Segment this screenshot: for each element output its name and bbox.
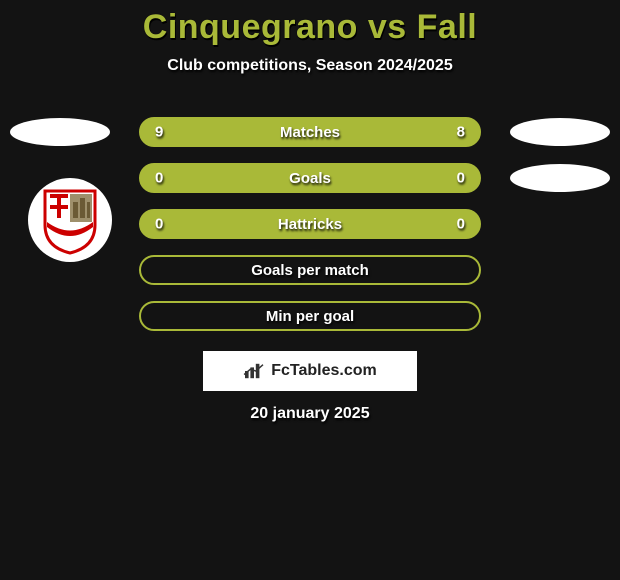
stat-label: Goals — [289, 170, 331, 187]
stat-bar: Min per goal — [139, 301, 481, 331]
brand-text: FcTables.com — [271, 362, 377, 380]
stat-value-right: 0 — [457, 170, 465, 187]
page-title: Cinquegrano vs Fall — [0, 8, 620, 47]
stat-bar: 9 Matches 8 — [139, 117, 481, 147]
stat-label: Min per goal — [266, 308, 354, 325]
stat-label: Goals per match — [251, 262, 369, 279]
page-subtitle: Club competitions, Season 2024/2025 — [0, 57, 620, 75]
stat-row-mpg: Min per goal — [0, 293, 620, 339]
stat-label: Matches — [280, 124, 340, 141]
stat-value-right: 0 — [457, 216, 465, 233]
comparison-card: Cinquegrano vs Fall Club competitions, S… — [0, 0, 620, 423]
shield-icon — [35, 185, 105, 255]
footer-date: 20 january 2025 — [0, 405, 620, 423]
stat-row-matches: 9 Matches 8 — [0, 109, 620, 155]
brand-badge[interactable]: FcTables.com — [203, 351, 417, 391]
stat-label: Hattricks — [278, 216, 342, 233]
stat-value-left: 0 — [155, 170, 163, 187]
club-crest — [28, 178, 112, 262]
stat-bar: Goals per match — [139, 255, 481, 285]
bar-chart-icon — [243, 362, 265, 380]
player-right-badge — [510, 164, 610, 192]
stat-value-right: 8 — [457, 124, 465, 141]
stat-bar: 0 Hattricks 0 — [139, 209, 481, 239]
stat-bar: 0 Goals 0 — [139, 163, 481, 193]
stat-value-left: 0 — [155, 216, 163, 233]
player-right-badge — [510, 118, 610, 146]
player-left-badge — [10, 118, 110, 146]
stat-value-left: 9 — [155, 124, 163, 141]
